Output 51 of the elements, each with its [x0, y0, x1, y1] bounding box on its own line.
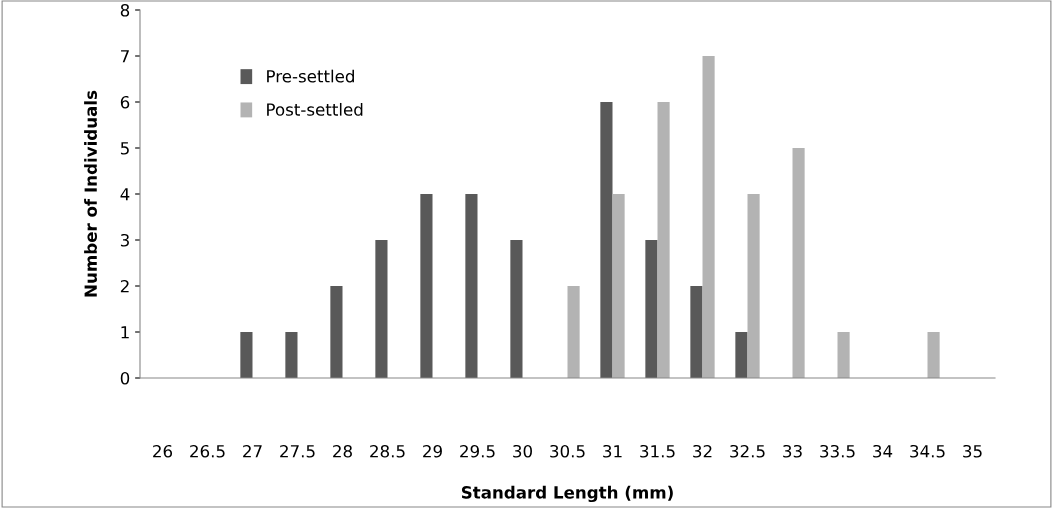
bar	[690, 286, 703, 378]
y-tick-label: 8	[120, 3, 130, 17]
y-tick-label: 2	[120, 279, 129, 293]
bar	[240, 332, 253, 378]
x-tick-label: 29.5	[460, 444, 495, 458]
x-tick-label: 35	[963, 444, 982, 458]
x-tick-label: 29	[423, 444, 442, 458]
bar	[612, 194, 625, 378]
x-tick-label: 32	[693, 444, 712, 458]
y-tick-label: 3	[120, 233, 129, 247]
legend-label: Pre-settled	[267, 69, 354, 83]
bar	[645, 240, 658, 378]
bar	[465, 194, 478, 378]
y-tick-label: 1	[121, 326, 129, 339]
y-tick-label: 6	[120, 95, 130, 109]
y-axis-title: Number of Individuals	[84, 90, 97, 297]
bar	[735, 332, 748, 378]
x-tick-label: 34.5	[910, 444, 945, 458]
bar	[567, 286, 580, 378]
x-tick-label: 31.5	[640, 444, 675, 458]
x-tick-label: 33.5	[820, 444, 855, 458]
bar	[747, 194, 760, 378]
x-axis-title: Standard Length (mm)	[461, 485, 673, 503]
bar	[702, 56, 715, 378]
x-tick-label: 33	[783, 444, 802, 458]
x-tick-label: 26	[153, 444, 173, 458]
x-tick-label: 31	[603, 444, 622, 458]
x-tick-label: 34	[873, 444, 893, 458]
bar	[600, 102, 613, 378]
x-tick-label: 32.5	[730, 444, 765, 458]
x-tick-label: 27.5	[280, 444, 315, 458]
x-tick-label: 27	[243, 444, 262, 458]
bar	[792, 148, 805, 378]
y-tick-label: 4	[120, 188, 130, 201]
y-tick-label: 0	[120, 371, 130, 385]
bar	[330, 286, 343, 378]
x-tick-label: 28.5	[370, 444, 405, 458]
y-tick-label: 5	[120, 142, 129, 155]
bar	[657, 102, 670, 378]
bar	[837, 332, 850, 378]
x-tick-label: 30	[513, 444, 532, 458]
bar	[420, 194, 433, 378]
y-tick-label: 7	[121, 50, 129, 63]
x-tick-label: 28	[333, 444, 352, 458]
legend-label: Post-settled	[267, 102, 363, 116]
bar	[285, 332, 298, 378]
bar	[927, 332, 940, 378]
x-tick-label: 30.5	[550, 444, 585, 458]
bar	[510, 240, 523, 378]
bar	[375, 240, 388, 378]
x-tick-label: 26.5	[190, 444, 225, 458]
